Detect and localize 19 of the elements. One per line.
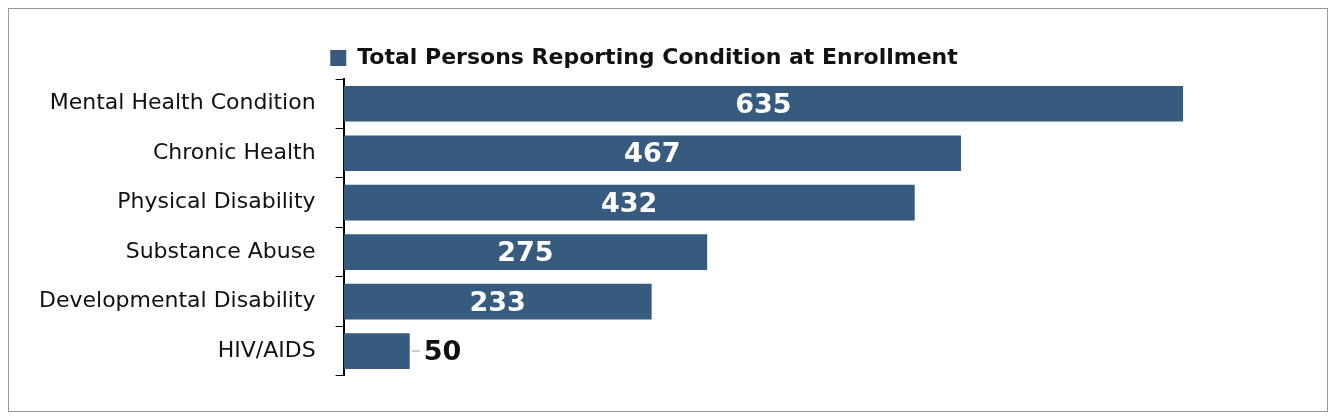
data-label: 635: [735, 87, 792, 119]
bar: [343, 333, 410, 369]
bar: [343, 283, 652, 320]
data-label: 275: [497, 236, 554, 268]
y-tick-label: Chronic Health: [152, 138, 316, 164]
bar: [343, 234, 708, 270]
bar: [343, 184, 915, 221]
y-tick-label: Substance Abuse: [125, 237, 316, 263]
y-tick-label: Mental Health Condition: [49, 89, 316, 115]
y-tick-label: HIV/AIDS: [217, 336, 316, 362]
data-label: 50: [423, 335, 462, 367]
legend-label: Total Persons Reporting Condition at Enrollment: [357, 43, 959, 69]
data-label: 467: [624, 137, 681, 169]
bar: [343, 85, 1184, 122]
y-tick-label: Physical Disability: [117, 188, 316, 214]
bar: [343, 135, 961, 172]
y-tick-label: Developmental Disability: [38, 287, 316, 313]
data-label: 233: [469, 285, 526, 317]
data-label: 432: [600, 186, 658, 218]
